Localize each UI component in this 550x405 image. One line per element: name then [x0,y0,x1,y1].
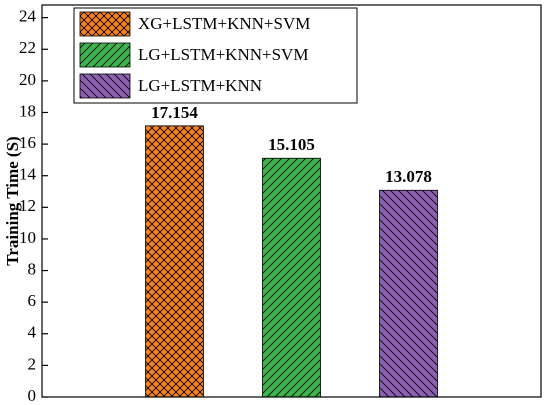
legend-swatch-hatch [79,42,131,68]
bar [262,157,321,398]
y-tick-label: 0 [28,386,37,405]
legend-label: LG+LSTM+KNN [138,76,262,95]
y-tick-label: 6 [28,291,37,310]
y-tick-label: 2 [28,354,37,373]
legend-swatch-hatch [79,11,131,37]
legend: XG+LSTM+KNN+SVM LG+LSTM+KNN+SVM LG+LSTM+KN… [73,7,358,104]
bar [379,189,438,398]
bar-hatch [145,125,204,398]
value-label: 17.154 [151,103,198,122]
y-tick-label: 14 [19,165,37,184]
bar [145,125,204,398]
y-tick-label: 4 [28,323,37,342]
y-tick-label: 18 [19,101,36,120]
y-tick-label: 22 [19,38,36,57]
plot-frame [41,4,542,398]
value-label: 15.105 [268,135,315,154]
y-tick-label: 8 [28,259,37,278]
y-axis-label: Training Time (S) [3,136,22,265]
legend-label: LG+LSTM+KNN+SVM [138,45,308,64]
y-tick-label: 24 [19,7,37,26]
bar-hatch [379,189,438,398]
legend-label: XG+LSTM+KNN+SVM [138,14,310,33]
y-tick-label: 10 [19,228,36,247]
y-tick-label: 20 [19,70,36,89]
y-tick-label: 16 [19,133,36,152]
value-label: 13.078 [385,167,432,186]
legend-swatch-hatch [79,73,131,99]
bar-hatch [262,157,321,398]
y-tick-label: 12 [19,196,36,215]
